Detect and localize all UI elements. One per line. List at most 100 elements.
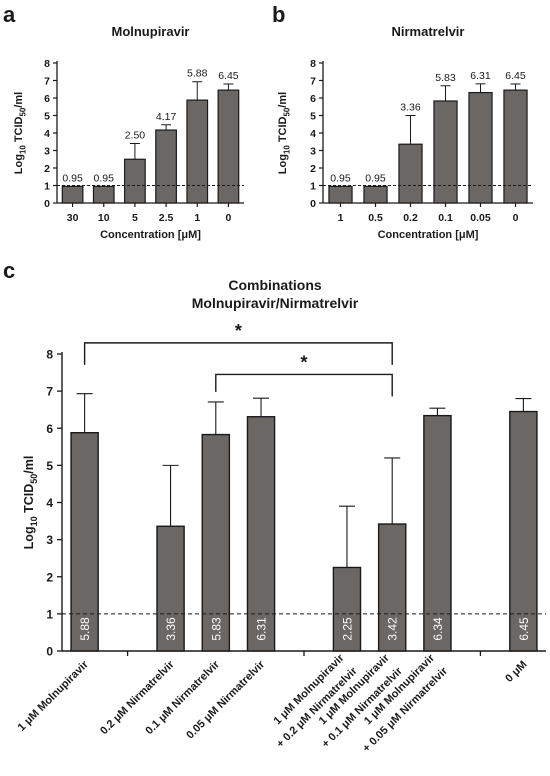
x-tick-label: 0.05	[470, 212, 491, 224]
y-axis-label-part: TCID	[277, 116, 289, 145]
y-tick-label: 4	[46, 496, 53, 510]
y-tick-label: 0	[44, 198, 50, 210]
x-tick-label: 0.1	[438, 212, 453, 224]
y-axis-label-part: /ml	[277, 92, 289, 108]
y-tick-label: 4	[310, 128, 316, 140]
y-axis-label-part: 10	[18, 145, 27, 154]
y-axis-label-part: Log	[13, 154, 25, 174]
x-tick-label: 0 μM	[503, 659, 529, 685]
data-label: 0.95	[62, 172, 83, 184]
significance-marker: *	[235, 321, 242, 341]
data-label: 6.45	[517, 617, 531, 641]
bar	[509, 410, 538, 652]
data-label: 3.42	[386, 617, 400, 641]
chart-title: Combinations	[228, 277, 322, 293]
x-tick-label: 0.05 μM Nirmatrelvir	[184, 658, 267, 741]
x-axis-label: Concentration [μM]	[100, 229, 201, 241]
data-label: 0.95	[330, 172, 351, 184]
y-tick-label: 6	[310, 93, 316, 105]
panel-label: c	[3, 258, 15, 283]
y-axis-label-part: 50	[29, 474, 39, 484]
bar	[70, 432, 99, 652]
y-tick-label: 5	[46, 459, 53, 473]
y-tick-label: 8	[310, 58, 316, 70]
x-tick-label: 1 μM Molnupiravir	[16, 658, 92, 734]
x-tick-label: 10	[98, 212, 110, 224]
data-label: 0.95	[94, 172, 115, 184]
y-tick-label: 6	[44, 93, 50, 105]
y-axis-label-part: 50	[18, 107, 27, 116]
panel-label: a	[3, 2, 16, 27]
bar	[433, 100, 458, 204]
x-tick-label: 0.2 μM Nirmatrelvir	[98, 658, 177, 737]
data-label: 6.31	[470, 70, 491, 82]
y-tick-label: 2	[44, 163, 50, 175]
data-label: 5.83	[435, 72, 456, 84]
x-tick-label: 0.5	[368, 212, 383, 224]
bar	[423, 414, 452, 652]
y-tick-label: 7	[310, 76, 316, 88]
y-axis-label-part: 10	[282, 145, 291, 154]
x-tick-label: 1	[338, 212, 344, 224]
bar	[217, 89, 240, 204]
y-tick-label: 5	[310, 111, 316, 123]
data-label: 6.34	[431, 617, 445, 641]
y-axis-label: Log10 TCID50/ml	[22, 456, 39, 550]
y-tick-label: 3	[46, 533, 53, 547]
chart-title: Nirmatrelvir	[392, 24, 465, 39]
y-axis-label-part: Log	[277, 154, 289, 174]
bar	[124, 158, 146, 204]
x-tick-label: 0.1 μM Nirmatrelvir	[143, 658, 222, 737]
significance-bracket	[215, 373, 393, 397]
x-axis-label: Concentration [μM]	[378, 229, 479, 241]
panel-label: b	[272, 2, 285, 27]
y-tick-label: 7	[44, 76, 50, 88]
significance-marker: *	[300, 352, 307, 372]
y-tick-label: 8	[46, 348, 53, 362]
data-label: 4.17	[156, 111, 177, 123]
y-tick-label: 0	[46, 645, 53, 659]
x-tick-label: 30	[67, 212, 79, 224]
bar	[155, 129, 177, 204]
y-tick-label: 2	[46, 570, 53, 584]
y-axis-label-part: TCID	[13, 116, 25, 145]
y-axis-label-part: /ml	[13, 92, 25, 108]
x-tick-label: 0.2	[403, 212, 418, 224]
y-tick-label: 1	[46, 607, 53, 621]
x-tick-label: 2.5	[159, 212, 174, 224]
data-label: 5.88	[187, 68, 208, 80]
y-tick-label: 2	[310, 163, 316, 175]
y-tick-label: 8	[44, 58, 50, 70]
bar	[61, 185, 84, 204]
x-tick-label: 0	[513, 212, 519, 224]
y-axis-label-part: Log	[22, 526, 36, 549]
x-tick-label: 0	[225, 212, 231, 224]
y-tick-label: 6	[46, 422, 53, 436]
y-tick-label: 0	[310, 198, 316, 210]
x-tick-label: 1	[194, 212, 200, 224]
y-axis-label: Log10 TCID50/ml	[13, 92, 27, 174]
y-tick-label: 3	[310, 146, 316, 158]
y-tick-label: 3	[44, 146, 50, 158]
y-tick-label: 1	[44, 181, 50, 193]
data-label: 5.83	[209, 617, 223, 641]
y-axis-label-part: 10	[29, 516, 39, 526]
bar	[328, 185, 353, 204]
panel-c: c Combinations Molnupiravir/Nirmatrelvir Lo…	[3, 258, 546, 755]
bar	[398, 143, 423, 204]
data-label: 2.25	[340, 617, 354, 641]
bar	[468, 91, 493, 204]
data-label: 5.88	[78, 617, 92, 641]
data-label: 6.31	[255, 617, 269, 641]
x-tick-label: 5	[132, 212, 138, 224]
data-label: 6.45	[218, 70, 239, 82]
data-label: 6.45	[505, 70, 526, 82]
y-tick-label: 5	[44, 111, 50, 123]
y-tick-label: 1	[310, 181, 316, 193]
significance-bracket	[83, 342, 393, 365]
bar	[363, 185, 388, 204]
bar	[246, 416, 276, 652]
